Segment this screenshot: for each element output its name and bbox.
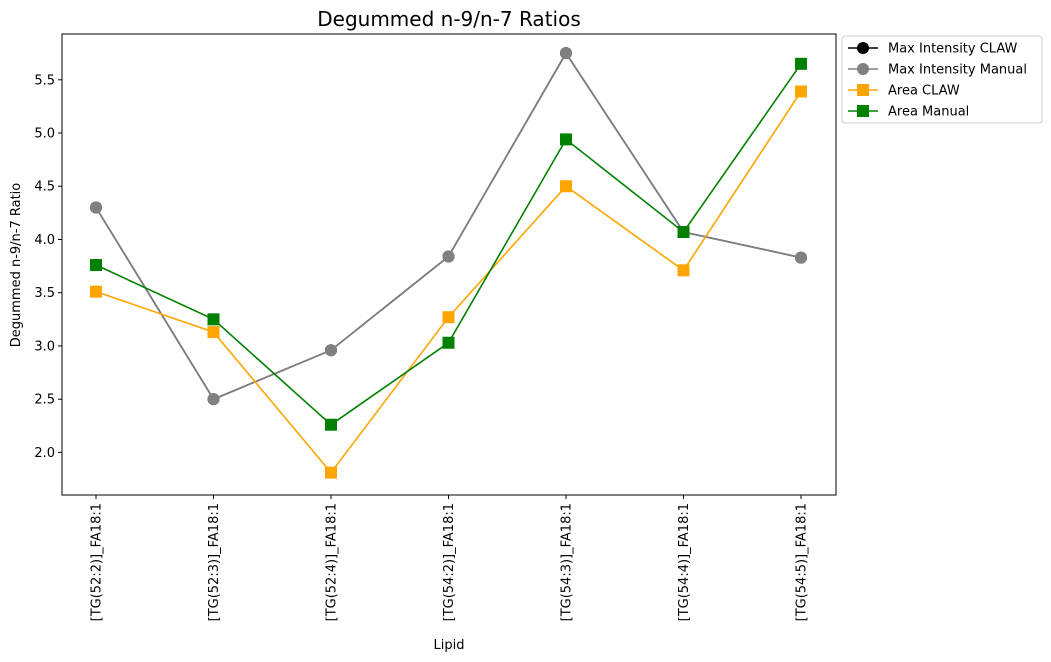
data-point — [325, 418, 337, 431]
y-tick-label: 3.0 — [34, 339, 55, 354]
data-point — [207, 393, 220, 406]
series-line — [95, 63, 802, 426]
data-point — [795, 85, 807, 98]
data-point — [560, 180, 572, 193]
data-point — [442, 311, 455, 324]
data-point — [325, 344, 337, 357]
legend-label: Max Intensity CLAW — [888, 42, 1018, 57]
data-point — [325, 466, 337, 479]
legend-item: Max Intensity Manual — [848, 63, 1027, 78]
legend-label: Area CLAW — [888, 84, 960, 99]
data-point — [677, 226, 690, 239]
plot-frame — [61, 33, 837, 496]
legend-item: Area CLAW — [848, 84, 960, 99]
data-point — [560, 133, 572, 146]
x-axis-label: Lipid — [434, 638, 465, 653]
legend-item: Max Intensity CLAW — [848, 42, 1018, 57]
series-3 — [90, 57, 807, 431]
data-point — [795, 251, 807, 264]
plot-area — [90, 47, 807, 479]
data-point — [442, 336, 455, 349]
y-tick-label: 5.0 — [34, 127, 55, 142]
legend-label: Max Intensity Manual — [888, 63, 1027, 78]
y-tick-label: 4.5 — [34, 180, 55, 195]
chart-title: Degummed n-9/n-7 Ratios — [317, 7, 581, 31]
data-point — [795, 57, 807, 70]
y-tick-label: 2.5 — [34, 393, 55, 408]
series-line — [95, 91, 802, 474]
x-tick-label: [TG(52:2)]_FA18:1 — [90, 503, 105, 621]
legend-marker — [857, 105, 869, 117]
legend-marker — [857, 63, 869, 75]
data-point — [90, 259, 102, 272]
data-point — [560, 47, 572, 60]
x-tick-label: [TG(52:4)]_FA18:1 — [325, 503, 340, 621]
y-axis-label: Degummed n-9/n-7 Ratio — [9, 183, 24, 348]
data-point — [207, 313, 220, 326]
x-axis: [TG(52:2)]_FA18:1 [TG(52:3)]_FA18:1 [TG(52… — [90, 495, 810, 621]
x-tick-label: [TG(52:3)]_FA18:1 — [207, 503, 222, 621]
y-tick-label: 2.0 — [34, 446, 55, 461]
data-point — [90, 285, 102, 298]
legend-box — [841, 35, 1043, 124]
y-tick-label: 3.5 — [34, 286, 55, 301]
series-0 — [90, 47, 807, 406]
x-tick-label: [TG(54:3)]_FA18:1 — [560, 503, 575, 621]
y-axis: 2.0 2.5 3.0 3.5 4.0 4.5 5.0 5.5 — [34, 73, 62, 461]
data-point — [442, 250, 455, 263]
y-tick-label: 5.5 — [34, 73, 55, 88]
y-tick-label: 4.0 — [34, 233, 55, 248]
x-tick-label: [TG(54:5)]_FA18:1 — [795, 503, 810, 621]
legend-marker — [857, 84, 869, 96]
data-point — [207, 326, 220, 339]
data-point — [677, 264, 690, 277]
data-point — [90, 201, 102, 214]
legend-marker — [857, 42, 869, 54]
legend-label: Area Manual — [888, 105, 969, 120]
legend: Max Intensity CLAW Max Intensity Manual Ar… — [841, 35, 1043, 124]
series-1 — [90, 47, 807, 406]
x-tick-label: [TG(54:4)]_FA18:1 — [677, 503, 692, 621]
series-2 — [90, 85, 807, 479]
legend-item: Area Manual — [848, 105, 969, 120]
x-tick-label: [TG(54:2)]_FA18:1 — [442, 503, 457, 621]
